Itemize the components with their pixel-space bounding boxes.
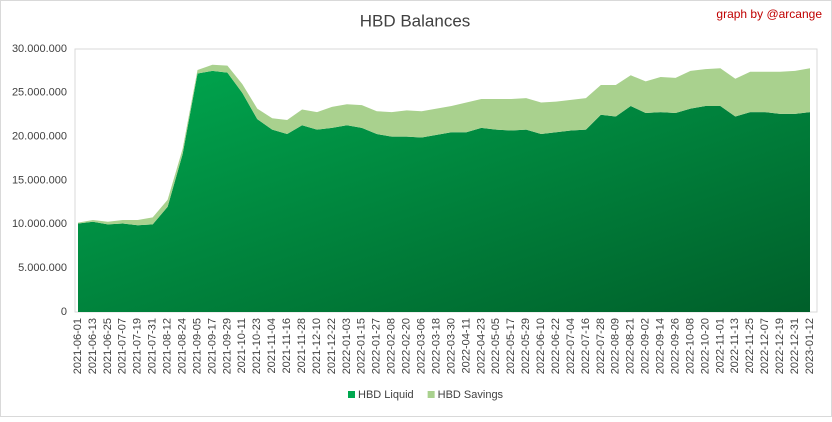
x-tick-label: 2022-12-07 xyxy=(759,318,771,374)
x-tick-label: 2021-12-10 xyxy=(311,318,323,374)
x-tick-label: 2021-11-04 xyxy=(266,318,278,373)
y-tick-label: 20.000.000 xyxy=(12,131,67,143)
x-tick-label: 2022-06-10 xyxy=(535,318,547,374)
x-tick-label: 2021-07-07 xyxy=(117,318,129,374)
x-tick-label: 2022-05-29 xyxy=(520,318,532,374)
x-tick-label: 2022-10-20 xyxy=(699,318,711,374)
x-tick-label: 2022-02-08 xyxy=(386,318,398,374)
x-tick-label: 2022-01-27 xyxy=(371,318,383,374)
x-tick-label: 2022-09-14 xyxy=(655,318,667,374)
x-tick-label: 2022-12-31 xyxy=(789,318,801,374)
x-tick-label: 2022-07-16 xyxy=(580,318,592,374)
x-tick-label: 2022-10-08 xyxy=(684,318,696,374)
x-tick-label: 2022-11-25 xyxy=(744,318,756,373)
area xyxy=(78,64,810,226)
x-tick-label: 2021-08-24 xyxy=(176,318,188,374)
x-tick-label: 2022-07-28 xyxy=(595,318,607,374)
x-tick-label: 2022-05-05 xyxy=(490,318,502,374)
x-tick-label: 2022-04-11 xyxy=(460,318,472,373)
x-tick-label: 2021-06-13 xyxy=(87,318,99,374)
x-tick-label: 2022-07-04 xyxy=(565,318,577,374)
y-tick-label: 30.000.000 xyxy=(12,43,67,55)
y-tick-label: 0 xyxy=(61,306,67,318)
y-tick-label: 10.000.000 xyxy=(12,218,67,230)
x-tick-label: 2021-09-29 xyxy=(221,318,233,374)
y-tick-label: 15.000.000 xyxy=(12,174,67,186)
x-tick-label: 2022-09-26 xyxy=(669,318,681,374)
x-tick-label: 2022-11-01 xyxy=(714,318,726,373)
x-tick-label: 2021-06-25 xyxy=(102,318,114,374)
x-tick-label: 2022-02-20 xyxy=(401,318,413,374)
x-tick-label: 2021-09-05 xyxy=(191,318,203,374)
x-tick-label: 2022-11-13 xyxy=(729,318,741,373)
legend-label: HBD Liquid xyxy=(358,389,414,401)
x-tick-label: 2021-09-17 xyxy=(206,318,218,374)
y-tick-label: 25.000.000 xyxy=(12,87,67,99)
x-tick-label: 2022-09-02 xyxy=(640,318,652,374)
x-tick-label: 2021-07-19 xyxy=(132,318,144,374)
x-tick-label: 2022-12-19 xyxy=(774,318,786,374)
legend-label: HBD Savings xyxy=(438,389,504,401)
x-tick-label: 2022-01-15 xyxy=(356,318,368,374)
x-tick-label: 2022-01-03 xyxy=(341,318,353,374)
chart-title: HBD Balances xyxy=(360,11,471,30)
x-tick-label: 2021-07-31 xyxy=(147,318,159,374)
x-tick-label: 2022-03-06 xyxy=(415,318,427,374)
annotation: graph by @arcange xyxy=(716,7,822,21)
legend-swatch xyxy=(348,391,355,398)
x-tick-label: 2021-10-11 xyxy=(236,318,248,373)
x-tick-label: 2022-03-30 xyxy=(445,318,457,374)
x-tick-label: 2022-05-17 xyxy=(505,318,517,374)
x-tick-label: 2021-10-23 xyxy=(251,318,263,374)
x-tick-label: 2022-08-21 xyxy=(625,318,637,374)
x-tick-label: 2021-06-01 xyxy=(72,318,84,374)
x-tick-label: 2021-08-12 xyxy=(162,318,174,374)
x-tick-label: 2021-12-22 xyxy=(326,318,338,374)
x-tick-label: 2022-03-18 xyxy=(430,318,442,374)
y-tick-label: 5.000.000 xyxy=(18,262,67,274)
x-tick-label: 2021-11-16 xyxy=(281,318,293,373)
x-tick-label: 2021-11-28 xyxy=(296,318,308,373)
x-tick-label: 2022-06-22 xyxy=(550,318,562,374)
legend-swatch xyxy=(427,391,435,398)
x-tick-label: 2022-04-23 xyxy=(475,318,487,374)
x-tick-label: 2023-01-12 xyxy=(804,318,816,374)
x-tick-label: 2022-08-09 xyxy=(610,318,622,374)
area xyxy=(78,70,810,313)
